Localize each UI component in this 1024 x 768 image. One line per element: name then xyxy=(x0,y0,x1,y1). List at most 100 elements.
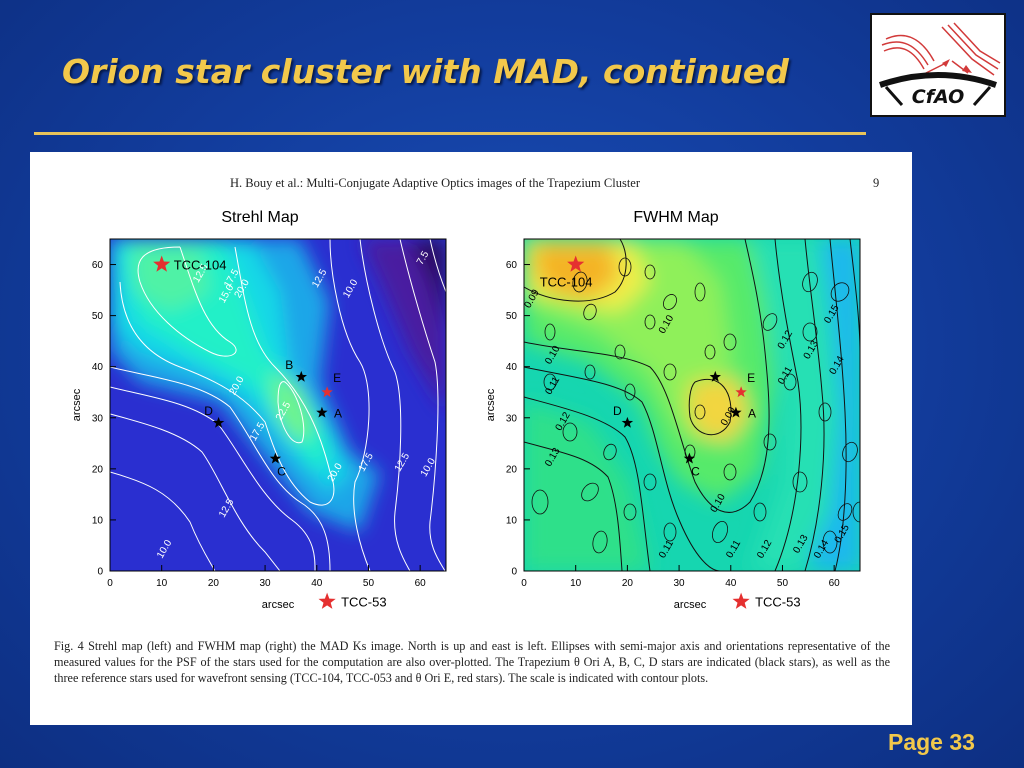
title-underline xyxy=(34,132,866,135)
strehl-markers: TCC-104 B E A D C TCC-53 xyxy=(153,255,387,610)
psf-ellipse xyxy=(802,322,818,342)
strehl-frame xyxy=(109,238,447,572)
psf-ellipse xyxy=(562,422,578,442)
psf-ellipse xyxy=(644,314,656,330)
star-label: E xyxy=(747,371,755,385)
star-marker xyxy=(732,592,750,609)
psf-ellipse xyxy=(852,501,860,523)
star-marker xyxy=(321,386,333,398)
psf-ellipse xyxy=(723,333,737,351)
paper-page-number: 9 xyxy=(873,176,880,190)
strehl-xlabel: arcsec xyxy=(262,599,295,611)
maps-figure: 7.510.012.515.017.520.012.520.022.517.52… xyxy=(71,209,861,611)
star-marker xyxy=(153,255,171,272)
y-tick-label: 0 xyxy=(511,567,517,578)
star-label: TCC-53 xyxy=(341,595,387,610)
psf-ellipse xyxy=(663,363,677,381)
x-tick-label: 30 xyxy=(260,578,272,589)
star-marker xyxy=(621,416,634,428)
fwhm-title: FWHM Map xyxy=(633,209,718,226)
psf-ellipse xyxy=(581,482,599,502)
psf-ellipse xyxy=(623,503,637,521)
star-label: D xyxy=(613,404,622,418)
strehl-axes: 0 10 20 30 40 50 60 0 10 20 30 40 50 60 xyxy=(92,260,426,589)
psf-ellipse xyxy=(723,463,737,481)
star-label: A xyxy=(334,407,342,421)
y-tick-label: 60 xyxy=(506,260,518,271)
y-tick-label: 10 xyxy=(506,515,518,526)
psf-ellipse xyxy=(694,404,706,420)
psf-ellipse xyxy=(792,471,808,493)
star-marker xyxy=(683,452,696,464)
figure-caption: Fig. 4 Strehl map (left) and FWHM map (r… xyxy=(54,639,890,685)
psf-ellipse xyxy=(818,402,832,422)
star-label: E xyxy=(333,371,341,385)
psf-ellipse xyxy=(624,383,636,401)
psf-ellipse xyxy=(663,522,677,542)
psf-ellipse xyxy=(842,441,858,463)
fwhm-ylabel: arcsec xyxy=(485,388,497,421)
star-label: TCC-104 xyxy=(540,275,593,290)
psf-ellipse xyxy=(544,323,556,341)
y-tick-label: 60 xyxy=(92,260,104,271)
figure-panel: H. Bouy et al.: Multi-Conjugate Adaptive… xyxy=(30,152,912,725)
y-tick-label: 40 xyxy=(92,362,104,373)
y-tick-label: 50 xyxy=(506,311,518,322)
psf-ellipse xyxy=(837,503,853,521)
star-label: TCC-104 xyxy=(174,258,227,273)
psf-ellipse xyxy=(643,473,657,491)
star-marker xyxy=(316,406,328,418)
fwhm-frame xyxy=(523,238,861,572)
psf-ellipse xyxy=(763,433,777,451)
fwhm-psf-ellipses xyxy=(531,257,860,554)
star-label: C xyxy=(277,465,286,479)
psf-ellipse xyxy=(618,257,632,277)
star-marker xyxy=(735,386,747,398)
psf-ellipse xyxy=(584,364,596,380)
x-tick-label: 40 xyxy=(725,578,737,589)
x-tick-label: 0 xyxy=(521,578,527,589)
y-tick-label: 20 xyxy=(92,464,104,475)
star-label: C xyxy=(691,465,700,479)
x-tick-label: 20 xyxy=(208,578,220,589)
psf-ellipse xyxy=(583,303,597,321)
fwhm-contours xyxy=(524,239,860,571)
psf-ellipse xyxy=(694,282,706,302)
y-tick-label: 0 xyxy=(97,567,103,578)
x-tick-label: 20 xyxy=(622,578,634,589)
psf-ellipse xyxy=(704,344,716,360)
y-tick-label: 50 xyxy=(92,311,104,322)
x-tick-label: 0 xyxy=(107,578,113,589)
star-marker xyxy=(567,255,585,272)
strehl-contours xyxy=(110,239,446,571)
paper-header: H. Bouy et al.: Multi-Conjugate Adaptive… xyxy=(230,176,641,190)
star-marker xyxy=(269,452,282,464)
slide-title: Orion star cluster with MAD, continued xyxy=(62,52,789,91)
psf-ellipse xyxy=(830,282,850,302)
psf-ellipse xyxy=(753,502,767,522)
x-tick-label: 30 xyxy=(674,578,686,589)
star-marker xyxy=(730,406,742,418)
x-tick-label: 50 xyxy=(363,578,375,589)
y-tick-label: 10 xyxy=(92,515,104,526)
y-tick-label: 30 xyxy=(92,413,104,424)
psf-ellipse xyxy=(822,530,838,554)
star-label: D xyxy=(204,404,213,418)
psf-ellipse xyxy=(644,264,656,280)
psf-ellipse xyxy=(603,443,617,461)
psf-ellipse xyxy=(762,313,778,331)
strehl-title: Strehl Map xyxy=(221,209,298,226)
x-tick-label: 60 xyxy=(415,578,427,589)
y-tick-label: 20 xyxy=(506,464,518,475)
fwhm-map-field xyxy=(524,239,860,571)
psf-ellipse xyxy=(712,520,728,544)
psf-ellipse xyxy=(783,373,797,391)
x-tick-label: 10 xyxy=(156,578,168,589)
psf-ellipse xyxy=(663,294,677,310)
x-tick-label: 40 xyxy=(311,578,323,589)
psf-ellipse xyxy=(802,271,818,293)
fwhm-xlabel: arcsec xyxy=(674,599,707,611)
cfao-logo-text: CfAO xyxy=(912,86,964,108)
psf-ellipse xyxy=(614,344,626,360)
star-marker xyxy=(709,370,721,382)
